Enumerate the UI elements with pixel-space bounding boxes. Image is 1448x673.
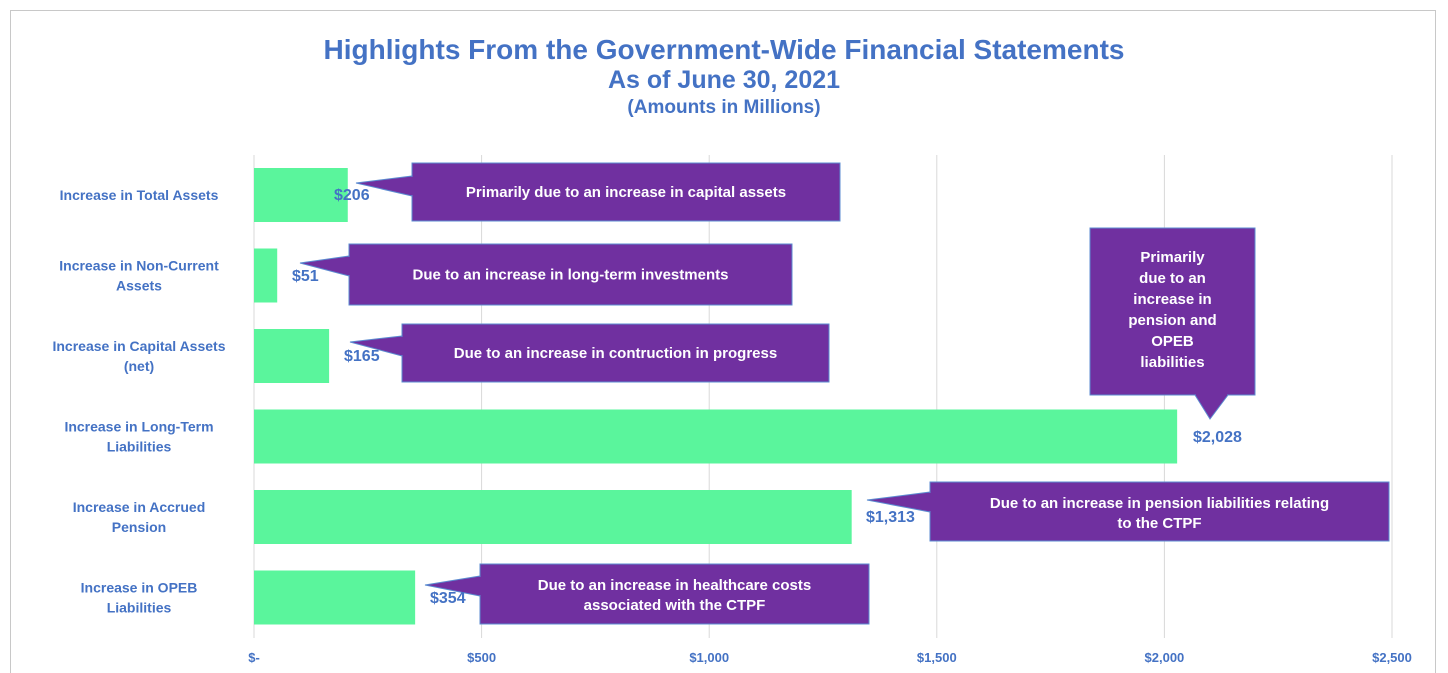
category-label: Increase in Capital Assets <box>52 338 225 354</box>
data-label: $165 <box>344 348 380 365</box>
x-tick-label: $1,000 <box>689 650 729 665</box>
category-label: Assets <box>116 278 162 294</box>
x-tick-label: $1,500 <box>917 650 957 665</box>
annotation-text: OPEB <box>1151 333 1194 350</box>
category-label: Increase in Total Assets <box>60 187 219 203</box>
x-tick-label: $2,500 <box>1372 650 1412 665</box>
x-tick-label: $2,000 <box>1145 650 1185 665</box>
x-tick-label: $500 <box>467 650 496 665</box>
annotation-text: Due to an increase in contruction in pro… <box>454 345 777 362</box>
category-label: Increase in OPEB <box>81 580 198 596</box>
bar <box>254 570 416 625</box>
category-label: (net) <box>124 358 154 374</box>
annotation-text: associated with the CTPF <box>584 597 766 614</box>
data-label: $2,028 <box>1193 429 1242 446</box>
callout-box <box>348 243 793 306</box>
annotation-text: due to an <box>1139 270 1206 287</box>
bar <box>254 409 1178 464</box>
annotation-text: liabilities <box>1140 354 1204 371</box>
category-label: Liabilities <box>107 600 172 616</box>
chart-frame <box>10 10 1436 673</box>
annotation-text: Due to an increase in long-term investme… <box>413 267 729 284</box>
chart-title: Highlights From the Government-Wide Fina… <box>323 34 1125 65</box>
annotation-text: Primarily <box>1140 249 1205 266</box>
annotation-text: Primarily due to an increase in capital … <box>466 184 786 201</box>
bar <box>254 329 330 383</box>
callout-box <box>479 563 870 625</box>
annotation-text: Due to an increase in healthcare costs <box>538 577 811 594</box>
annotation-text: pension and <box>1128 312 1216 329</box>
data-label: $354 <box>430 590 466 607</box>
data-label: $51 <box>292 268 319 285</box>
category-label: Liabilities <box>107 439 172 455</box>
annotation-text: Due to an increase in pension liabilitie… <box>990 495 1329 512</box>
chart-subtitle: As of June 30, 2021 <box>607 66 841 94</box>
annotation-text: increase in <box>1133 291 1211 308</box>
category-label: Pension <box>112 519 166 535</box>
bar <box>254 490 852 544</box>
category-label: Increase in Accrued <box>73 499 206 515</box>
chart-units-note: (Amounts in Millions) <box>627 97 821 118</box>
data-label: $1,313 <box>866 509 915 526</box>
bar <box>254 248 278 303</box>
category-label: Increase in Long-Term <box>64 419 213 435</box>
data-label: $206 <box>334 187 370 204</box>
chart-title-block: Highlights From the Government-Wide Fina… <box>0 34 1448 122</box>
callout-box <box>929 481 1390 542</box>
category-label: Increase in Non-Current <box>59 258 219 274</box>
x-tick-label: $- <box>248 650 260 665</box>
callout-pointer <box>1194 394 1229 420</box>
bar <box>254 168 348 222</box>
callout-box <box>1089 227 1256 396</box>
annotation-text: to the CTPF <box>1117 515 1201 532</box>
